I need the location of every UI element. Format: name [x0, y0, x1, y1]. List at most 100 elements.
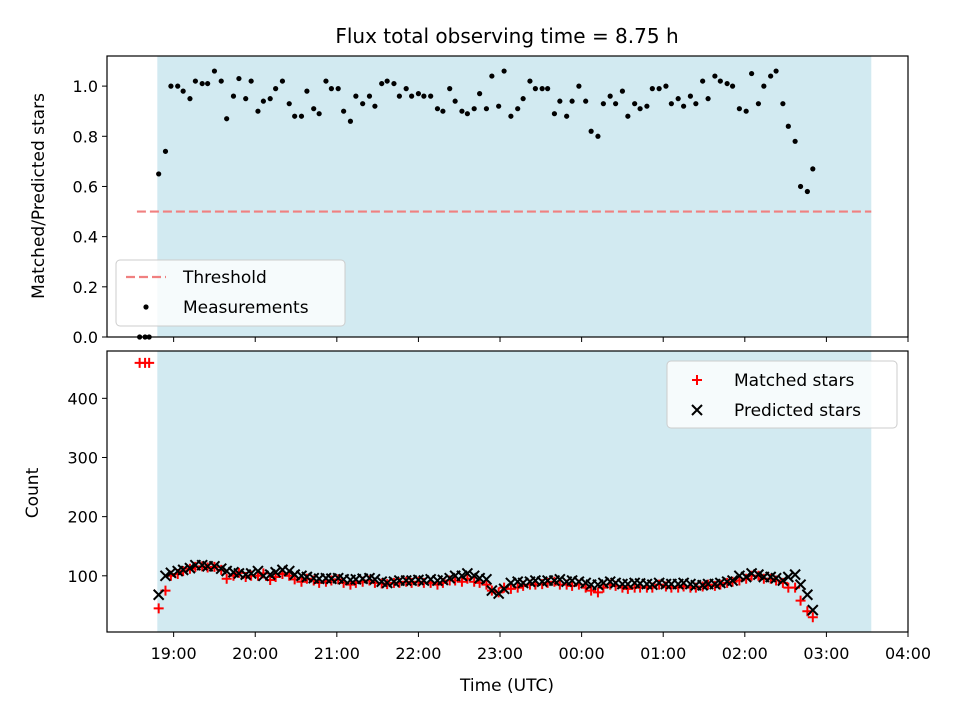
data-point: [396, 93, 402, 99]
x-tick-label: 01:00: [640, 644, 686, 663]
legend-label: Matched stars: [734, 371, 854, 391]
data-point: [749, 70, 755, 77]
data-point: [230, 93, 237, 99]
legend-label: Threshold: [182, 268, 267, 288]
data-point: [705, 96, 711, 102]
y-tick-label: 100: [67, 567, 98, 586]
data-point: [576, 83, 582, 89]
data-point: [211, 68, 218, 74]
data-point: [583, 98, 589, 104]
data-point: [286, 101, 292, 107]
data-point: [768, 73, 774, 79]
legend-label: Predicted stars: [734, 401, 861, 421]
data-point: [369, 573, 381, 586]
data-point: [619, 88, 626, 94]
data-point: [199, 80, 205, 87]
data-point: [273, 86, 279, 92]
data-point: [486, 584, 498, 597]
data-point: [477, 91, 483, 97]
data-point: [459, 108, 465, 114]
plot-frame: [106, 55, 909, 338]
data-point: [789, 568, 801, 581]
data-point: [452, 98, 458, 104]
data-point: [341, 108, 347, 114]
data-point: [794, 578, 807, 591]
x-tick-label: 02:00: [722, 644, 768, 663]
data-point: [501, 68, 507, 74]
x-tick-label: 00:00: [559, 644, 605, 663]
data-point: [726, 574, 739, 587]
legend-marker-matched: [692, 375, 702, 385]
data-point: [260, 98, 266, 104]
data-point: [480, 573, 493, 586]
data-point: [236, 75, 242, 82]
data-point: [192, 78, 198, 84]
data-point: [755, 101, 762, 107]
data-point: [391, 80, 397, 87]
data-point: [283, 565, 295, 577]
data-point: [316, 111, 322, 117]
y-tick-label: 0.8: [73, 127, 98, 146]
data-point: [807, 612, 818, 623]
y-tick-label: 0.2: [73, 278, 98, 297]
data-point: [569, 98, 575, 104]
data-point: [403, 86, 409, 92]
data-point: [810, 166, 816, 172]
data-point: [434, 106, 441, 112]
data-point: [464, 111, 470, 117]
data-point: [644, 103, 650, 109]
count-y-axis-label: Count: [23, 467, 43, 518]
data-point: [496, 103, 502, 109]
x-tick-label: 03:00: [803, 644, 849, 663]
y-tick-label: 300: [67, 448, 98, 467]
data-point: [595, 133, 601, 139]
data-point: [269, 566, 282, 578]
x-tick-label: 23:00: [477, 644, 523, 663]
data-point: [245, 567, 257, 580]
y-tick-label: 400: [67, 389, 98, 408]
legend: Threshold Measurements: [115, 259, 346, 327]
data-point: [447, 86, 453, 92]
data-point: [180, 88, 186, 94]
data-point: [729, 83, 736, 89]
data-point: [165, 567, 177, 579]
data-point: [600, 101, 606, 107]
data-point: [520, 96, 526, 102]
data-point: [153, 603, 164, 614]
legend-label: Measurements: [183, 298, 309, 318]
data-point: [379, 80, 385, 87]
data-point: [323, 78, 329, 84]
data-point: [607, 93, 613, 99]
x-tick-label: 19:00: [151, 644, 197, 663]
data-point: [440, 108, 446, 114]
data-point: [218, 78, 224, 84]
data-point: [428, 93, 434, 99]
data-point: [360, 101, 366, 107]
data-point: [761, 83, 767, 89]
data-point: [184, 562, 196, 574]
series-predicted-stars: [152, 559, 819, 616]
data-point: [156, 171, 162, 177]
legend-marker-predicted: [691, 404, 703, 416]
data-point: [162, 148, 169, 154]
data-point: [801, 589, 814, 601]
data-point: [656, 86, 662, 92]
data-point: [712, 73, 718, 79]
data-point: [208, 560, 221, 573]
data-point: [175, 83, 181, 89]
data-point: [505, 583, 516, 594]
data-point: [782, 571, 795, 583]
data-point: [168, 83, 174, 89]
data-point: [649, 86, 655, 92]
data-point: [681, 103, 687, 109]
data-point: [372, 103, 378, 109]
x-tick-label: 04:00: [885, 644, 931, 663]
data-point: [366, 93, 373, 99]
data-point: [353, 93, 359, 99]
legend-marker-measurements: [143, 304, 149, 310]
data-point: [296, 576, 307, 587]
data-point: [736, 106, 742, 112]
data-point: [508, 113, 514, 119]
data-point: [770, 572, 782, 584]
y-tick-label: 0.6: [73, 177, 98, 196]
